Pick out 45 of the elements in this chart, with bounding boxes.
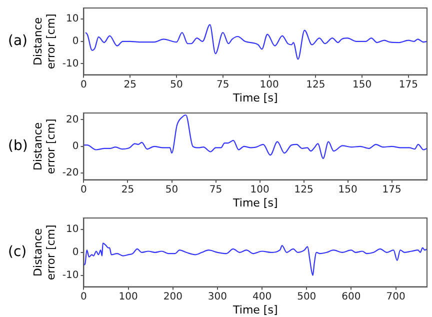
y-tick-label: 0 (72, 36, 79, 47)
x-tick-label: 25 (121, 184, 134, 196)
x-tick-label: 175 (382, 184, 402, 196)
x-tick-label: 75 (216, 79, 230, 90)
y-tick-label: 20 (66, 114, 79, 126)
x-axis-title: Time [s] (232, 196, 278, 210)
x-tick-label: 50 (165, 184, 178, 196)
text: (c) (8, 244, 27, 260)
x-tick-label: 0 (80, 184, 87, 196)
y-axis-title: Distance error [cm] (31, 14, 58, 70)
x-tick-label: 100 (250, 184, 270, 196)
x-tick-label: 700 (386, 291, 406, 302)
text: (b) (8, 138, 28, 154)
x-axis-title: Time [s] (232, 91, 278, 104)
y-tick-label: -20 (62, 168, 79, 179)
x-tick-label: 0 (80, 79, 87, 90)
x-tick-label: 125 (306, 79, 326, 90)
y-axis-title: Distance error [cm] (31, 224, 58, 280)
x-tick-label: 75 (209, 184, 222, 196)
line-series (84, 242, 427, 276)
x-tick-label: 500 (297, 291, 316, 302)
x-tick-label: 150 (352, 79, 372, 90)
x-tick-label: 100 (118, 291, 138, 302)
y-tick-label: 0 (72, 140, 79, 152)
x-tick-label: 200 (163, 291, 182, 302)
line-series (84, 114, 427, 159)
y-tick-label: 0 (72, 246, 79, 258)
x-tick-label: 25 (124, 79, 136, 90)
y-tick-label: -10 (62, 270, 79, 281)
x-tick-label: 0 (80, 291, 87, 302)
x-tick-label: 150 (338, 184, 358, 196)
y-axis-title: Distance error [cm] (31, 118, 58, 174)
line-series (85, 24, 427, 60)
x-tick-label: 400 (252, 291, 272, 302)
y-tick-label: 10 (66, 224, 79, 236)
x-tick-label: 175 (398, 79, 418, 90)
x-tick-label: 600 (342, 291, 361, 302)
x-tick-label: 100 (260, 79, 279, 90)
y-tick-label: 10 (66, 14, 79, 25)
y-tick-label: -10 (62, 58, 79, 70)
text: (a) (8, 33, 28, 50)
x-tick-label: 50 (170, 79, 183, 90)
x-tick-label: 300 (208, 291, 228, 302)
x-tick-label: 125 (294, 184, 314, 196)
x-axis-title: Time [s] (232, 303, 278, 316)
